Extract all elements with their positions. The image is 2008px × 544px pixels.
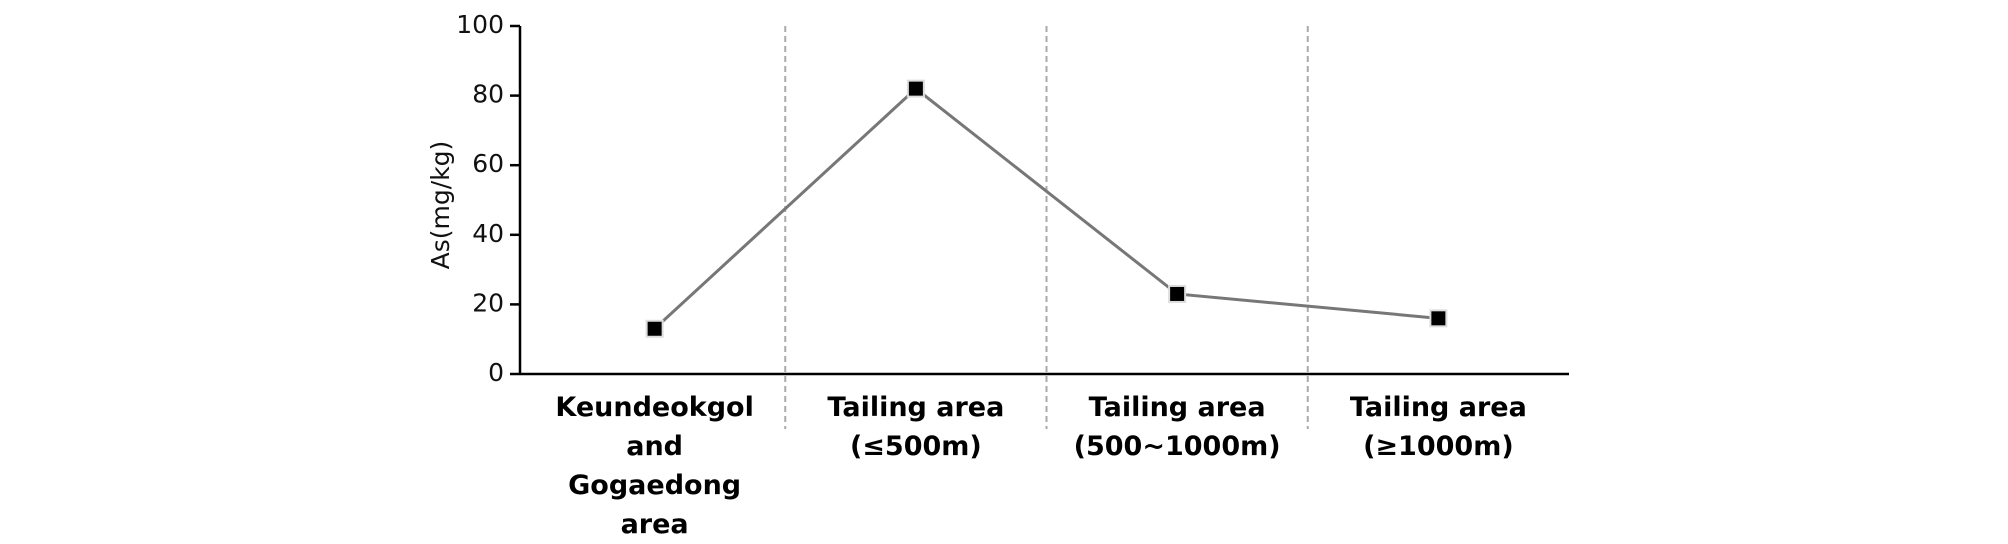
y-tick-label: 0 (488, 358, 504, 387)
x-tick-label: Tailing area (≤500m) (827, 392, 1005, 462)
y-tick-label: 100 (456, 10, 504, 39)
y-tick-label: 80 (472, 80, 504, 109)
data-line (653, 86, 1439, 330)
marker (906, 79, 925, 98)
marker (1168, 284, 1187, 303)
y-tick-label: 60 (472, 149, 504, 178)
x-tick-label: Keundeokgol and Gogaedong area (555, 392, 754, 540)
chart: As(mg/kg) 0 20 40 60 80 100 (426, 10, 1569, 429)
x-tick-label: Tailing area (500~1000m) (1073, 392, 1281, 462)
marker (645, 319, 664, 338)
y-tick-label: 40 (472, 219, 504, 248)
y-axis-label: As(mg/kg) (426, 141, 455, 270)
x-tick-label: Tailing area (≥1000m) (1349, 392, 1527, 462)
marker (1429, 309, 1448, 328)
y-tick-label: 20 (472, 288, 504, 317)
